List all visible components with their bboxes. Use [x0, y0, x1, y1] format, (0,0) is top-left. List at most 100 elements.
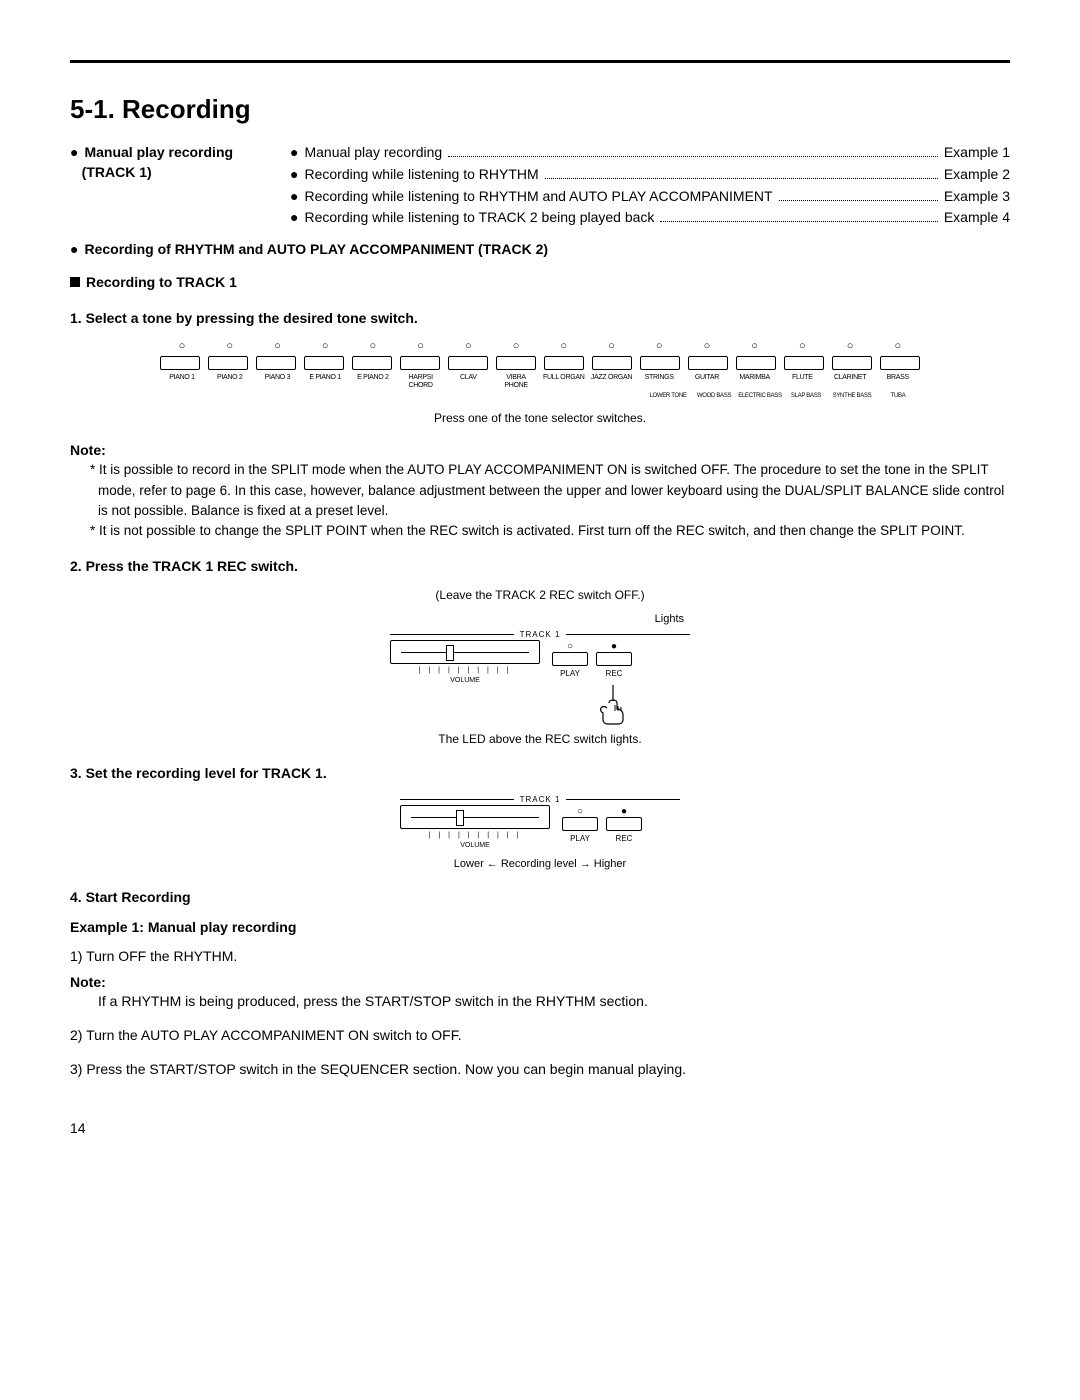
page-number: 14	[70, 1119, 1010, 1139]
play-button: ○PLAY	[562, 805, 598, 844]
tone-led: ○	[494, 339, 538, 354]
tone-label: BRASS	[876, 374, 920, 389]
tone-led: ○	[733, 339, 777, 354]
note-body-a: * It is possible to record in the SPLIT …	[98, 460, 1010, 521]
tone-label: MARIMBA	[733, 374, 777, 389]
toc-left-title: Manual play recording	[84, 144, 233, 160]
toc-example: Example 1	[944, 143, 1010, 163]
track1-rec-diagram: (Leave the TRACK 2 REC switch OFF.) Ligh…	[390, 587, 690, 748]
tone-sublabel: SLAP BASS	[784, 393, 828, 400]
tone-button	[784, 356, 824, 370]
tone-selector-diagram: ○○○○○○○○○○○○○○○○ PIANO 1PIANO 2PIANO 3E …	[160, 339, 920, 427]
rec-button: ●REC	[596, 640, 632, 725]
tone-button	[448, 356, 488, 370]
tone-led: ○	[637, 339, 681, 354]
page-heading: 5-1. Recording	[70, 91, 1010, 127]
tone-led: ○	[351, 339, 395, 354]
tone-sublabel: WOOD BASS	[692, 393, 736, 400]
toc-example: Example 4	[944, 208, 1010, 228]
tone-label: GUITAR	[685, 374, 729, 389]
tone-led: ○	[160, 339, 204, 354]
tone-led: ○	[446, 339, 490, 354]
tone-button	[832, 356, 872, 370]
tone-label: HARPSI CHORD	[399, 374, 443, 389]
tone-sublabel: TUBA	[876, 393, 920, 400]
note-label: Note:	[70, 441, 1010, 461]
tone-led: ○	[780, 339, 824, 354]
tone-button	[352, 356, 392, 370]
tone-label: FLUTE	[780, 374, 824, 389]
toc-block: ●Manual play recording (TRACK 1) ●Manual…	[70, 143, 1010, 229]
tone-label: JAZZ ORGAN	[589, 374, 633, 389]
tone-led: ○	[876, 339, 920, 354]
note-body-b: * It is not possible to change the SPLIT…	[98, 521, 1010, 541]
rec-button: ●REC	[606, 805, 642, 844]
tone-button	[544, 356, 584, 370]
tone-sublabel: ELECTRIC BASS	[738, 393, 782, 400]
hand-icon	[597, 683, 631, 725]
step4-l2: 2) Turn the AUTO PLAY ACCOMPANIMENT ON s…	[70, 1026, 1010, 1046]
example1-title: Example 1: Manual play recording	[70, 918, 1010, 938]
tone-label: PIANO 3	[255, 374, 299, 389]
step-1: 1. Select a tone by pressing the desired…	[70, 309, 1010, 329]
track-label: TRACK 1	[520, 794, 561, 805]
step-3: 3. Set the recording level for TRACK 1.	[70, 764, 1010, 784]
tone-led: ○	[303, 339, 347, 354]
tone-label: CLARINET	[828, 374, 872, 389]
toc-bottom: ●Recording of RHYTHM and AUTO PLAY ACCOM…	[70, 240, 1010, 260]
diagram1-bottom: The LED above the REC switch lights.	[390, 731, 690, 748]
lights-label: Lights	[390, 612, 690, 627]
tone-label: CLAV	[446, 374, 490, 389]
toc-example: Example 2	[944, 165, 1010, 185]
tone-button	[400, 356, 440, 370]
diagram1-top: (Leave the TRACK 2 REC switch OFF.)	[390, 587, 690, 604]
step4-l3: 3) Press the START/STOP switch in the SE…	[70, 1060, 1010, 1080]
play-button: ○PLAY	[552, 640, 588, 725]
tone-caption: Press one of the tone selector switches.	[160, 410, 920, 427]
toc-line-label: Recording while listening to TRACK 2 bei…	[304, 208, 654, 228]
tone-button	[880, 356, 920, 370]
tone-button	[208, 356, 248, 370]
tone-button	[592, 356, 632, 370]
tone-led: ○	[828, 339, 872, 354]
step-2: 2. Press the TRACK 1 REC switch.	[70, 557, 1010, 577]
toc-example: Example 3	[944, 187, 1010, 207]
tone-sublabel: LOWER TONE	[646, 393, 690, 400]
volume-slider: | | | | | | | | | | VOLUME	[400, 805, 550, 851]
tone-led: ○	[399, 339, 443, 354]
tone-button	[160, 356, 200, 370]
tone-led: ○	[208, 339, 252, 354]
tone-button	[496, 356, 536, 370]
toc-line-label: Manual play recording	[304, 143, 442, 163]
tone-led: ○	[542, 339, 586, 354]
toc-right: ●Manual play recordingExample 1 ●Recordi…	[290, 143, 1010, 229]
tone-button	[640, 356, 680, 370]
step-4: 4. Start Recording	[70, 888, 1010, 908]
tone-sublabel: SYNTHE BASS	[830, 393, 874, 400]
top-rule	[70, 60, 1010, 63]
note-label-2: Note:	[70, 973, 1010, 993]
tone-label: FULL ORGAN	[542, 374, 586, 389]
rec-level-caption: Lower ← Recording level → Higher	[400, 857, 680, 872]
step4-l1: 1) Turn OFF the RHYTHM.	[70, 947, 1010, 967]
toc-left: ●Manual play recording (TRACK 1)	[70, 143, 290, 182]
tone-led: ○	[589, 339, 633, 354]
section-title: Recording to TRACK 1	[70, 273, 1010, 293]
track-label: TRACK 1	[520, 629, 561, 640]
toc-left-sub: (TRACK 1)	[82, 164, 152, 180]
tone-label: PIANO 1	[160, 374, 204, 389]
tone-button	[304, 356, 344, 370]
tone-button	[256, 356, 296, 370]
tone-label: E PIANO 1	[303, 374, 347, 389]
tone-button	[688, 356, 728, 370]
tone-label: PIANO 2	[208, 374, 252, 389]
tone-led: ○	[685, 339, 729, 354]
tone-led: ○	[255, 339, 299, 354]
tone-label: VIBRA PHONE	[494, 374, 538, 389]
toc-line-label: Recording while listening to RHYTHM	[304, 165, 538, 185]
recording-level-diagram: TRACK 1 | | | | | | | | | | VOLUME ○PLAY…	[400, 794, 680, 872]
tone-label: E PIANO 2	[351, 374, 395, 389]
note-body-2: If a RHYTHM is being produced, press the…	[98, 992, 1010, 1012]
tone-button	[736, 356, 776, 370]
volume-slider: | | | | | | | | | | VOLUME	[390, 640, 540, 686]
